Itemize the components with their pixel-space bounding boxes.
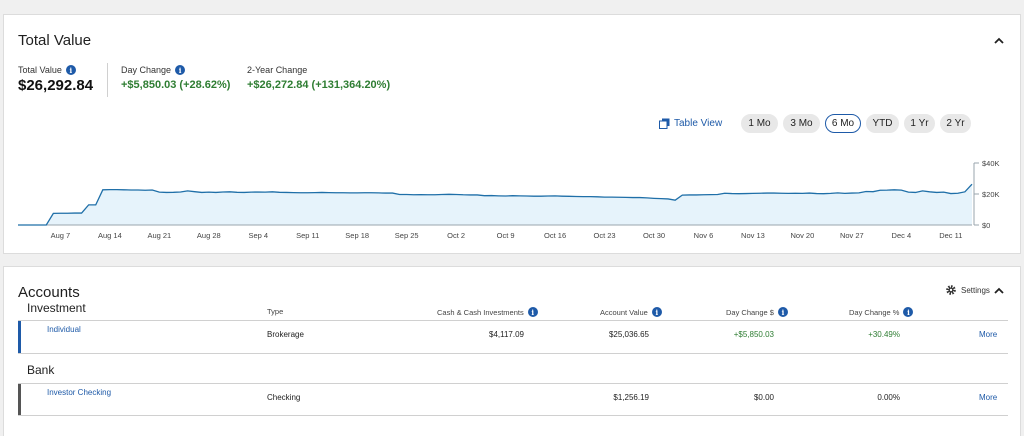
- row-divider: [18, 353, 1008, 354]
- x-tick-label: Nov 20: [791, 231, 815, 240]
- settings-button[interactable]: Settings: [945, 284, 990, 296]
- day-change-label: Day Change i: [121, 65, 186, 75]
- more-link[interactable]: More: [979, 330, 998, 339]
- x-tick-label: Aug 21: [147, 231, 171, 240]
- x-tick-label: Oct 23: [593, 231, 615, 240]
- account-day-change-dollar: $0.00: [753, 393, 774, 402]
- x-tick-label: Aug 14: [98, 231, 122, 240]
- x-tick-label: Nov 13: [741, 231, 765, 240]
- more-link[interactable]: More: [979, 393, 998, 402]
- chevron-up-icon[interactable]: [992, 284, 1006, 298]
- column-header-day-change-dollar: Day Change $ i: [726, 307, 788, 317]
- range-button-2-yr[interactable]: 2 Yr: [940, 114, 971, 133]
- total-value-card: Total Value Total Value i $26,292.84 Day…: [3, 14, 1021, 254]
- range-button-6-mo[interactable]: 6 Mo: [825, 114, 861, 133]
- x-tick-label: Oct 16: [544, 231, 566, 240]
- column-header-day-change-pct-label: Day Change %: [849, 307, 900, 317]
- row-divider: [18, 320, 1008, 321]
- info-icon[interactable]: i: [175, 65, 186, 75]
- account-type-bar: [18, 384, 21, 415]
- accounts-card: Accounts Settings Investment Type Cash &…: [3, 266, 1021, 436]
- y-tick-label: $40K: [982, 159, 1000, 168]
- table-view-label: Table View: [674, 118, 723, 129]
- two-year-change-label: 2-Year Change: [247, 65, 307, 75]
- range-button-1-mo[interactable]: 1 Mo: [741, 114, 778, 133]
- info-icon[interactable]: i: [777, 307, 788, 317]
- column-header-account-value-label: Account Value: [600, 307, 648, 317]
- metrics-divider: [107, 63, 108, 97]
- y-tick-label: $20K: [982, 190, 1000, 199]
- x-tick-label: Sep 4: [248, 231, 268, 240]
- x-tick-label: Sep 11: [296, 231, 319, 240]
- total-value-label-text: Total Value: [18, 65, 62, 75]
- section-heading-bank: Bank: [27, 363, 55, 377]
- total-value-label: Total Value i: [18, 65, 76, 75]
- chart-series-line: [18, 183, 973, 226]
- column-header-day-change-dollar-label: Day Change $: [726, 307, 774, 317]
- account-type-bar: [18, 321, 21, 353]
- chevron-up-icon[interactable]: [992, 34, 1006, 48]
- account-name-link[interactable]: Investor Checking: [47, 388, 112, 397]
- day-change-value: +$5,850.03 (+28.62%): [121, 79, 231, 91]
- info-icon[interactable]: i: [527, 307, 538, 317]
- x-tick-label: Oct 2: [447, 231, 465, 240]
- x-tick-label: Dec 4: [892, 231, 912, 240]
- settings-label: Settings: [961, 285, 990, 295]
- column-header-type: Type: [267, 307, 283, 316]
- table-view-link[interactable]: Table View: [659, 118, 722, 129]
- x-tick-label: Sep 18: [345, 231, 369, 240]
- y-tick-label: $0: [982, 221, 990, 230]
- account-day-change-pct: 0.00%: [877, 393, 900, 402]
- column-header-type-label: Type: [267, 307, 284, 316]
- account-type: Checking: [267, 393, 301, 402]
- x-tick-label: Sep 25: [395, 231, 419, 240]
- row-divider: [18, 415, 1008, 416]
- two-year-change-value: +$26,272.84 (+131,364.20%): [247, 79, 391, 91]
- info-icon[interactable]: i: [903, 307, 914, 317]
- info-icon[interactable]: i: [651, 307, 662, 317]
- column-header-cash: Cash & Cash Investments i: [437, 307, 538, 317]
- x-tick-label: Oct 9: [497, 231, 515, 240]
- column-header-day-change-pct: Day Change % i: [849, 307, 914, 317]
- table-view-icon: [659, 118, 670, 129]
- accounts-card-title: Accounts: [18, 284, 80, 301]
- x-tick-label: Aug 28: [197, 231, 221, 240]
- total-value-amount: $26,292.84: [18, 77, 94, 94]
- total-value-card-title: Total Value: [18, 32, 92, 49]
- two-year-change-label-text: 2-Year Change: [247, 65, 308, 75]
- range-button-3-mo[interactable]: 3 Mo: [783, 114, 820, 133]
- gear-icon: [946, 285, 956, 295]
- x-tick-label: Nov 6: [694, 231, 714, 240]
- range-button-1-yr[interactable]: 1 Yr: [904, 114, 935, 133]
- account-type: Brokerage: [267, 330, 304, 339]
- total-value-chart: $40K $20K $0 Aug 7 Aug 14 Aug 21 Aug 28 Sep 4 Se…: [18, 159, 1000, 240]
- range-button-ytd[interactable]: YTD: [866, 114, 899, 133]
- x-tick-label: Aug 7: [51, 231, 71, 240]
- x-tick-label: Nov 27: [840, 231, 864, 240]
- column-header-cash-label: Cash & Cash Investments: [437, 307, 524, 317]
- account-day-change-pct: +30.49%: [868, 330, 900, 339]
- account-value: $25,036.65: [608, 330, 649, 339]
- day-change-label-text: Day Change: [121, 65, 172, 75]
- column-header-account-value: Account Value i: [600, 307, 662, 317]
- x-tick-label: Dec 11: [939, 231, 962, 240]
- section-heading-investment: Investment: [27, 301, 86, 315]
- account-name-link[interactable]: Individual: [47, 325, 81, 334]
- account-value: $1,256.19: [613, 393, 649, 402]
- row-divider: [18, 383, 1008, 384]
- x-tick-label: Oct 30: [643, 231, 665, 240]
- chart-area-fill: [18, 184, 972, 225]
- account-cash: $4,117.09: [489, 330, 524, 339]
- info-icon[interactable]: i: [65, 65, 76, 75]
- account-day-change-dollar: +$5,850.03: [733, 330, 774, 339]
